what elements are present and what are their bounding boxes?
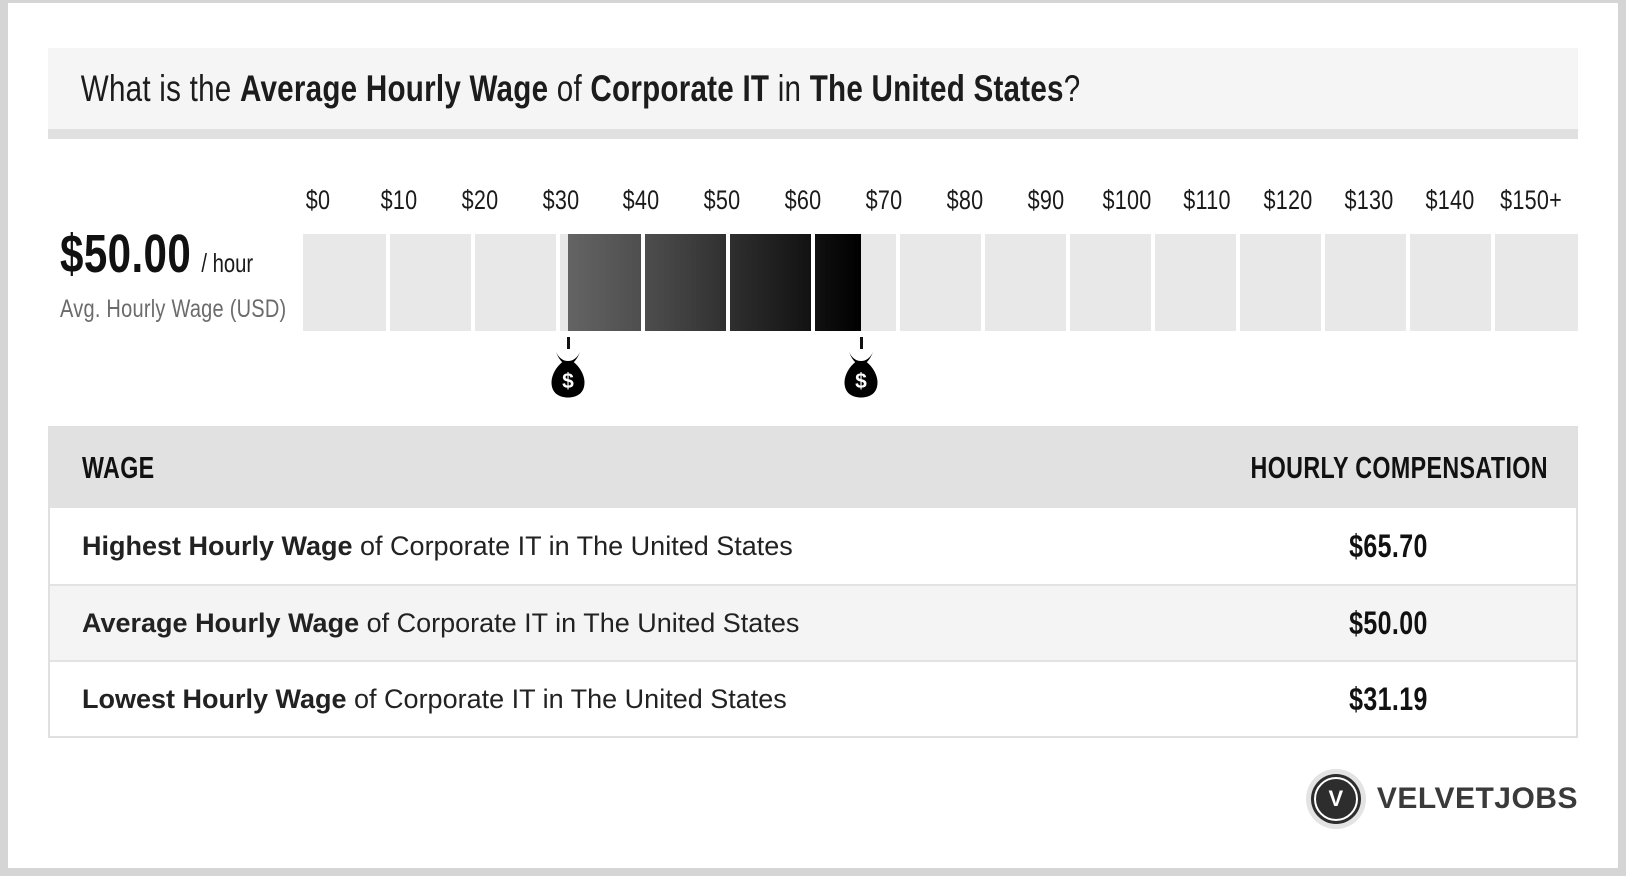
table-row-highest: Highest Hourly Wage of Corporate IT in T… — [50, 508, 1576, 584]
money-bag-icon: $ — [844, 352, 878, 398]
column-header-compensation-label: HOURLY COMPENSATION — [1250, 450, 1548, 485]
axis-tick-label: $130 — [1344, 185, 1394, 215]
axis-tick-label: $30 — [542, 185, 579, 215]
row-value-cell: $31.19 — [1201, 681, 1576, 718]
row-label: Highest Hourly Wage of Corporate IT in T… — [50, 531, 1201, 562]
table-header-row: WAGE HOURLY COMPENSATION — [50, 428, 1576, 508]
marker-tick-dash — [859, 337, 863, 349]
row-label-bold: Lowest Hourly Wage — [82, 683, 347, 714]
question-header: What is the Average Hourly Wage of Corpo… — [48, 48, 1578, 139]
row-label: Lowest Hourly Wage of Corporate IT in Th… — [50, 684, 1201, 715]
logo-brand-text: VELVETJOBS — [1376, 782, 1578, 815]
wage-range-fill — [568, 234, 862, 331]
column-header-wage-label: WAGE — [82, 450, 155, 485]
svg-text:$: $ — [856, 370, 868, 393]
lowest-wage-marker: $ — [548, 331, 588, 398]
row-value: $31.19 — [1349, 680, 1428, 717]
row-value-cell: $50.00 — [1201, 605, 1576, 642]
marker-tick-dash — [566, 337, 570, 349]
segment-divider — [726, 234, 730, 331]
velvetjobs-logo-icon: V — [1310, 774, 1361, 824]
wage-markers: $ $ — [303, 331, 1578, 411]
question-part-bold: The United States — [809, 67, 1064, 109]
row-label-rest: of Corporate IT in The United States — [352, 530, 793, 561]
axis-tick-label: $20 — [461, 185, 499, 215]
highest-wage-marker: $ — [841, 331, 881, 398]
segment-divider — [1491, 234, 1495, 331]
question-part: in — [769, 67, 810, 109]
table-row-lowest: Lowest Hourly Wage of Corporate IT in Th… — [50, 660, 1576, 736]
axis-tick-label: $80 — [946, 185, 984, 215]
segment-divider — [896, 234, 900, 331]
row-value-cell: $65.70 — [1201, 528, 1576, 565]
row-label-bold: Highest Hourly Wage — [82, 530, 353, 561]
row-value: $50.00 — [1349, 604, 1428, 641]
scale-track — [303, 234, 1578, 331]
segment-divider — [471, 234, 475, 331]
row-label-bold: Average Hourly Wage — [82, 607, 360, 638]
average-wage-line: $50.00 / hour — [60, 223, 253, 285]
segment-divider — [1321, 234, 1325, 331]
question-part-bold: Average Hourly Wage — [239, 67, 549, 109]
segment-divider — [386, 234, 390, 331]
average-wage-caption: Avg. Hourly Wage (USD) — [60, 295, 287, 323]
axis-tick-label: $150+ — [1499, 185, 1562, 215]
question-part: of — [548, 67, 591, 109]
axis-tick-label: $120 — [1263, 185, 1313, 215]
axis-tick-label: $70 — [865, 185, 903, 215]
svg-text:$: $ — [562, 370, 574, 393]
logo-monogram: V — [1328, 786, 1344, 811]
question-part-bold: Corporate IT — [590, 67, 770, 109]
wage-scale-bar — [303, 234, 1578, 331]
axis-tick-label: $110 — [1183, 185, 1232, 215]
axis-tick-label: $40 — [623, 185, 660, 215]
question-part: What is the — [80, 67, 240, 109]
segment-divider — [1406, 234, 1410, 331]
segment-divider — [641, 234, 645, 331]
segment-divider — [556, 234, 560, 331]
axis-tick-label: $140 — [1425, 185, 1475, 215]
infographic-card: What is the Average Hourly Wage of Corpo… — [8, 3, 1618, 868]
row-value: $65.70 — [1349, 527, 1428, 564]
segment-divider — [1236, 234, 1240, 331]
column-header-compensation: HOURLY COMPENSATION — [1201, 450, 1576, 486]
money-bag-icon: $ — [551, 352, 585, 398]
segment-divider — [811, 234, 815, 331]
column-header-wage: WAGE — [50, 450, 1201, 486]
axis-tick-labels: $0 $10 $20 $30 $40 $50 $60 $70 $80 $90 $100 $110 $12… — [303, 185, 1578, 217]
segment-divider — [1066, 234, 1070, 331]
segment-divider — [981, 234, 985, 331]
row-label-rest: of Corporate IT in The United States — [346, 683, 787, 714]
question-text: What is the Average Hourly Wage of Corpo… — [48, 68, 1080, 110]
question-part: ? — [1063, 67, 1081, 109]
table-row-average: Average Hourly Wage of Corporate IT in T… — [50, 584, 1576, 660]
average-wage-value: $50.00 — [60, 224, 192, 284]
axis-tick-label: $50 — [703, 185, 741, 215]
average-wage-unit: / hour — [201, 248, 254, 278]
segment-divider — [1151, 234, 1155, 331]
row-label: Average Hourly Wage of Corporate IT in T… — [50, 608, 1201, 639]
axis-tick-label: $90 — [1027, 185, 1065, 215]
axis-tick-label: $10 — [380, 185, 418, 215]
axis-tick-label: $100 — [1102, 185, 1152, 215]
axis-tick-label: $60 — [784, 185, 822, 215]
average-wage-summary: $50.00 / hour Avg. Hourly Wage (USD) — [60, 223, 343, 324]
axis-tick-label: $0 — [305, 185, 331, 215]
wage-table: WAGE HOURLY COMPENSATION Highest Hourly … — [48, 426, 1578, 738]
velvetjobs-logo: V VELVETJOBS — [1310, 771, 1578, 827]
row-label-rest: of Corporate IT in The United States — [359, 607, 800, 638]
